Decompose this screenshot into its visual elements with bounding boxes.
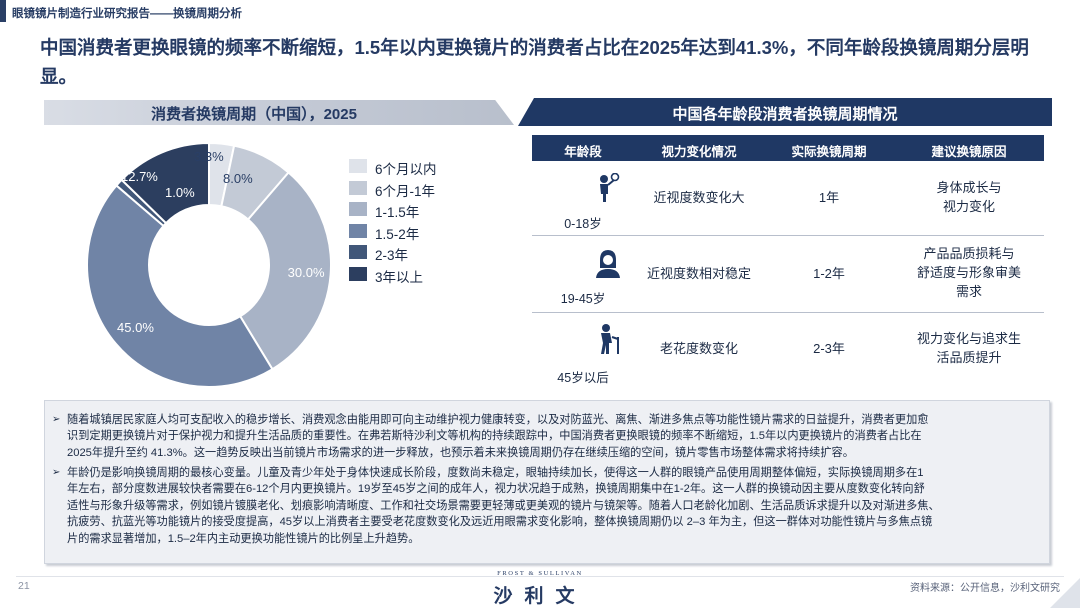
table-header-cycle: 实际换镜周期 bbox=[791, 145, 867, 159]
reason-line: 产品品质损耗与 bbox=[923, 246, 1015, 261]
donut-slice-3 bbox=[238, 171, 332, 371]
cycle-cell: 2-3年 bbox=[813, 341, 845, 356]
donut-chart-svg bbox=[86, 141, 332, 388]
legend-swatch bbox=[349, 159, 367, 173]
arrow-bullet-icon: ➢ bbox=[52, 467, 61, 478]
legend-swatch bbox=[349, 180, 367, 195]
reason-line: 身体成长与 bbox=[936, 180, 1002, 195]
page-headline: 中国消费者更换眼镜的频率不断缩短，1.5年以内更换镜片的消费者占比在2025年达… bbox=[40, 37, 1029, 87]
paragraph-line: 年左右，部分度数进展较快者需要在6-12个月内更换镜片。19岁至45岁之间的成年… bbox=[67, 483, 925, 496]
donut-value-label: 8.0% bbox=[223, 171, 253, 186]
legend-label: 1.5-2年 bbox=[375, 226, 420, 242]
table-header-age: 年龄段 bbox=[564, 145, 602, 159]
report-title: 眼镜镜片制造行业研究报告——换镜周期分析 bbox=[12, 8, 242, 20]
top-accent-bar bbox=[0, 0, 6, 22]
legend-label: 6个月以内 bbox=[375, 162, 437, 177]
vision-change-cell: 近视度数相对稳定 bbox=[646, 266, 751, 281]
legend-swatch bbox=[349, 245, 367, 259]
top-bar: 眼镜镜片制造行业研究报告——换镜周期分析 bbox=[0, 0, 1080, 30]
cycle-cell: 1-2年 bbox=[813, 266, 845, 281]
legend-label: 2-3年 bbox=[375, 248, 409, 263]
reason-line: 需求 bbox=[955, 284, 982, 299]
table-row: 0-18岁 近视度数变化大 1年 身体成长与 视力变化 bbox=[532, 161, 1044, 236]
right-panel-title: 中国各年龄段消费者换镜周期情况 bbox=[672, 106, 898, 123]
paragraph-line: 2025年提升至约 41.3%。这一趋势反映出当前镜片市场需求的进一步释放，也预… bbox=[67, 446, 854, 459]
source-note: 资料来源：公开信息，沙利文研究 bbox=[910, 583, 1060, 594]
paragraph-line: 随着城镇居民家庭人均可支配收入的稳步增长、消费观念由能用即可向主动维护视力健康转… bbox=[67, 414, 929, 426]
right-panel-header: 中国各年龄段消费者换镜周期情况 bbox=[518, 98, 1052, 126]
paragraph-line: 年龄仍是影响换镜周期的最核心变量。儿童及青少年处于身体快速成长阶段，度数尚未稳定… bbox=[67, 467, 924, 479]
corner-decoration bbox=[1050, 578, 1080, 608]
page-number: 21 bbox=[18, 580, 30, 592]
donut-value-label: 30.0% bbox=[287, 264, 325, 280]
analysis-paragraph: ➢ 随着城镇居民家庭人均可支配收入的稳步增长、消费观念由能用即可向主动维护视力健… bbox=[52, 412, 1035, 461]
analysis-paragraph: ➢ 年龄仍是影响换镜周期的最核心变量。儿童及青少年处于身体快速成长阶段，度数尚未… bbox=[52, 465, 1035, 547]
age-cycle-table: 年龄段 视力变化情况 实际换镜周期 建议换镜原因 0-18岁 近视度数变化大 1… bbox=[532, 135, 1044, 389]
elderly-icon bbox=[594, 323, 624, 360]
table-row: 45岁以后 老花度数变化 2-3年 视力变化与追求生 活品质提升 bbox=[532, 313, 1044, 389]
legend-swatch bbox=[349, 266, 367, 281]
age-range-label: 19-45岁 bbox=[560, 292, 606, 306]
reason-cell: 身体成长与 视力变化 bbox=[894, 178, 1044, 216]
vision-change-cell: 近视度数变化大 bbox=[653, 190, 745, 205]
paragraph-line: 片的需求显著增加，1.5–2年内主动更换功能性镜片的比例呈上升趋势。 bbox=[67, 532, 420, 545]
reason-line: 舒适度与形象审美 bbox=[916, 265, 1021, 280]
brand-logo-chinese: 沙利文 bbox=[493, 586, 587, 607]
child-icon bbox=[595, 172, 621, 208]
legend-swatch bbox=[349, 223, 367, 238]
legend-swatch bbox=[349, 202, 367, 216]
paragraph-line: 适性与形象升级等需求，例如镜片镀膜老化、划痕影响清晰度、工作和社交场景需要更轻薄… bbox=[67, 499, 940, 512]
reason-line: 活品质提升 bbox=[936, 350, 1002, 365]
adult-icon bbox=[594, 248, 622, 283]
legend-label: 1-1.5年 bbox=[375, 205, 420, 220]
paragraph-line: 识到定期更换镜片对于保护视力和提升生活品质的重要性。在弗若斯特沙利文等机构的持续… bbox=[67, 430, 922, 443]
table-header-reason: 建议换镜原因 bbox=[931, 145, 1007, 159]
paragraph-line: 抗疲劳、抗蓝光等功能镜片的接受度提高，45岁以上消费者主要受老花度数变化及远近用… bbox=[67, 516, 933, 529]
table-header-row: 年龄段 视力变化情况 实际换镜周期 建议换镜原因 bbox=[532, 135, 1044, 161]
reason-cell: 产品品质损耗与 舒适度与形象审美 需求 bbox=[894, 244, 1044, 301]
donut-value-label: 45.0% bbox=[117, 319, 154, 335]
brand-logo-english: FROST & SULLIVAN bbox=[497, 570, 583, 577]
reason-cell: 视力变化与追求生 活品质提升 bbox=[894, 329, 1044, 367]
legend-label: 3年以上 bbox=[375, 269, 424, 285]
analysis-textbox: ➢ 随着城镇居民家庭人均可支配收入的稳步增长、消费观念由能用即可向主动维护视力健… bbox=[44, 400, 1050, 564]
donut-value-label: 1.0% bbox=[165, 185, 195, 200]
donut-value-label: 3.3% bbox=[194, 149, 224, 164]
arrow-bullet-icon: ➢ bbox=[52, 414, 61, 425]
age-range-label: 0-18岁 bbox=[564, 217, 602, 231]
table-row: 19-45岁 近视度数相对稳定 1-2年 产品品质损耗与 舒适度与形象审美 需求 bbox=[532, 236, 1044, 313]
legend-label: 6个月-1年 bbox=[375, 183, 436, 199]
left-panel-header: 消费者换镜周期（中国），2025 bbox=[44, 100, 514, 125]
footer-divider bbox=[16, 576, 1064, 577]
donut-slice-4 bbox=[86, 184, 274, 388]
cycle-cell: 1年 bbox=[818, 190, 840, 205]
vision-change-cell: 老花度数变化 bbox=[659, 341, 738, 356]
donut-value-label: 12.7% bbox=[121, 169, 158, 184]
reason-line: 视力变化与追求生 bbox=[916, 331, 1021, 346]
donut-chart bbox=[84, 140, 334, 390]
left-panel-title: 消费者换镜周期（中国），2025 bbox=[151, 106, 357, 123]
age-range-label: 45岁以后 bbox=[557, 371, 609, 385]
table-header-vision: 视力变化情况 bbox=[661, 145, 737, 159]
reason-line: 视力变化 bbox=[942, 199, 995, 214]
donut-slice-6 bbox=[120, 141, 210, 225]
